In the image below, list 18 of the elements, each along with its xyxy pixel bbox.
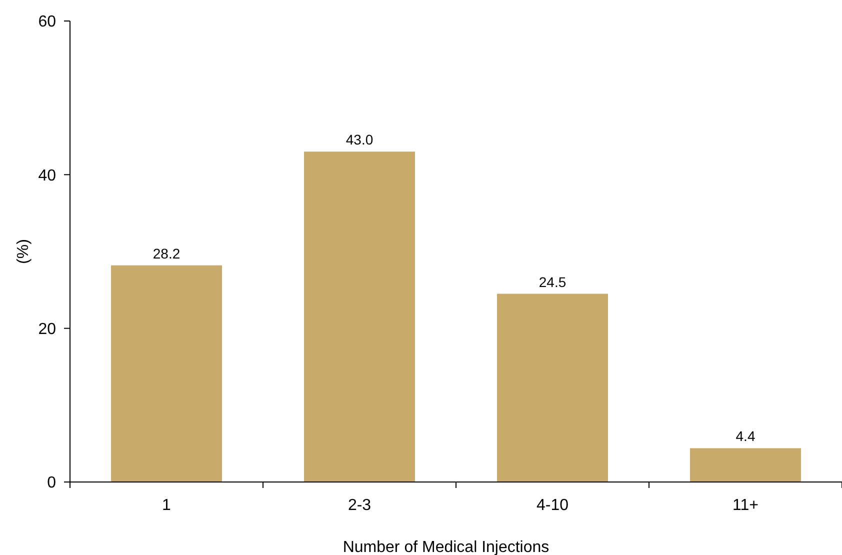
x-tick-label: 2-3 [348,497,372,514]
x-tick-label: 4-10 [536,497,569,514]
bar [304,152,415,482]
bar [690,448,801,482]
data-label: 24.5 [538,274,566,290]
x-tick-label: 11+ [732,497,758,514]
y-tick-label: 40 [38,167,56,184]
y-tick-label: 20 [38,320,56,338]
data-label: 28.2 [152,245,180,262]
y-tick-label: 0 [47,474,56,492]
data-label: 4.4 [736,428,756,444]
bar [497,294,608,482]
y-tick-label: 60 [38,14,56,31]
x-tick-label: 1 [162,497,172,514]
x-axis-title: Number of Medical Injections [342,539,550,555]
data-label: 43.0 [346,132,374,148]
bar [111,265,222,482]
y-axis-title: (%) [15,239,32,264]
